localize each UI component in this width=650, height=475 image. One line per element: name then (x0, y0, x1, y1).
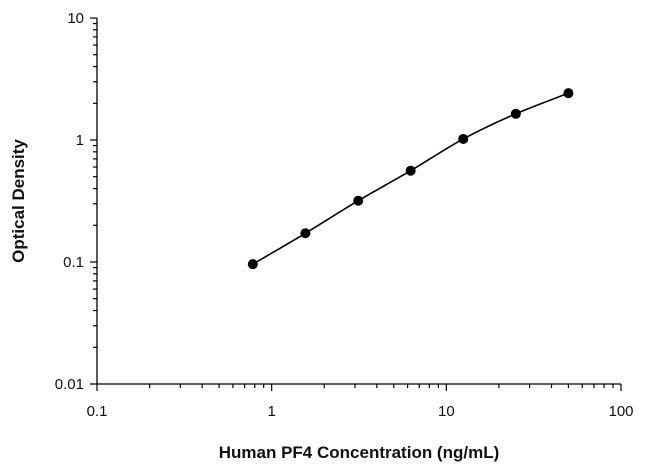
data-point (563, 88, 574, 99)
x-axis-ticks (96, 384, 622, 391)
x-tick-label: 0.1 (87, 403, 108, 420)
y-tick-label: 0.1 (63, 254, 84, 271)
data-point (405, 165, 416, 176)
y-tick-label: 1 (76, 132, 84, 149)
fit-curve (252, 92, 569, 265)
x-axis-title: Human PF4 Concentration (ng/mL) (219, 443, 500, 462)
data-points (247, 88, 574, 270)
x-tick-label: 10 (438, 403, 455, 420)
data-point (510, 108, 521, 119)
x-tick-label: 100 (608, 403, 633, 420)
y-tick-label: 0.01 (55, 376, 84, 393)
x-tick-label: 1 (267, 403, 275, 420)
data-point (247, 259, 258, 270)
y-axis-title: Optical Density (9, 139, 28, 263)
x-axis-tick-labels: 0.1 1 10 100 (87, 403, 634, 420)
axes (96, 18, 621, 385)
y-axis-tick-labels: 0.01 0.1 1 10 (55, 10, 84, 393)
data-point (458, 133, 469, 144)
data-point (353, 195, 364, 206)
y-tick-label: 10 (67, 10, 84, 27)
data-point (300, 228, 311, 239)
y-axis-ticks (90, 17, 97, 385)
